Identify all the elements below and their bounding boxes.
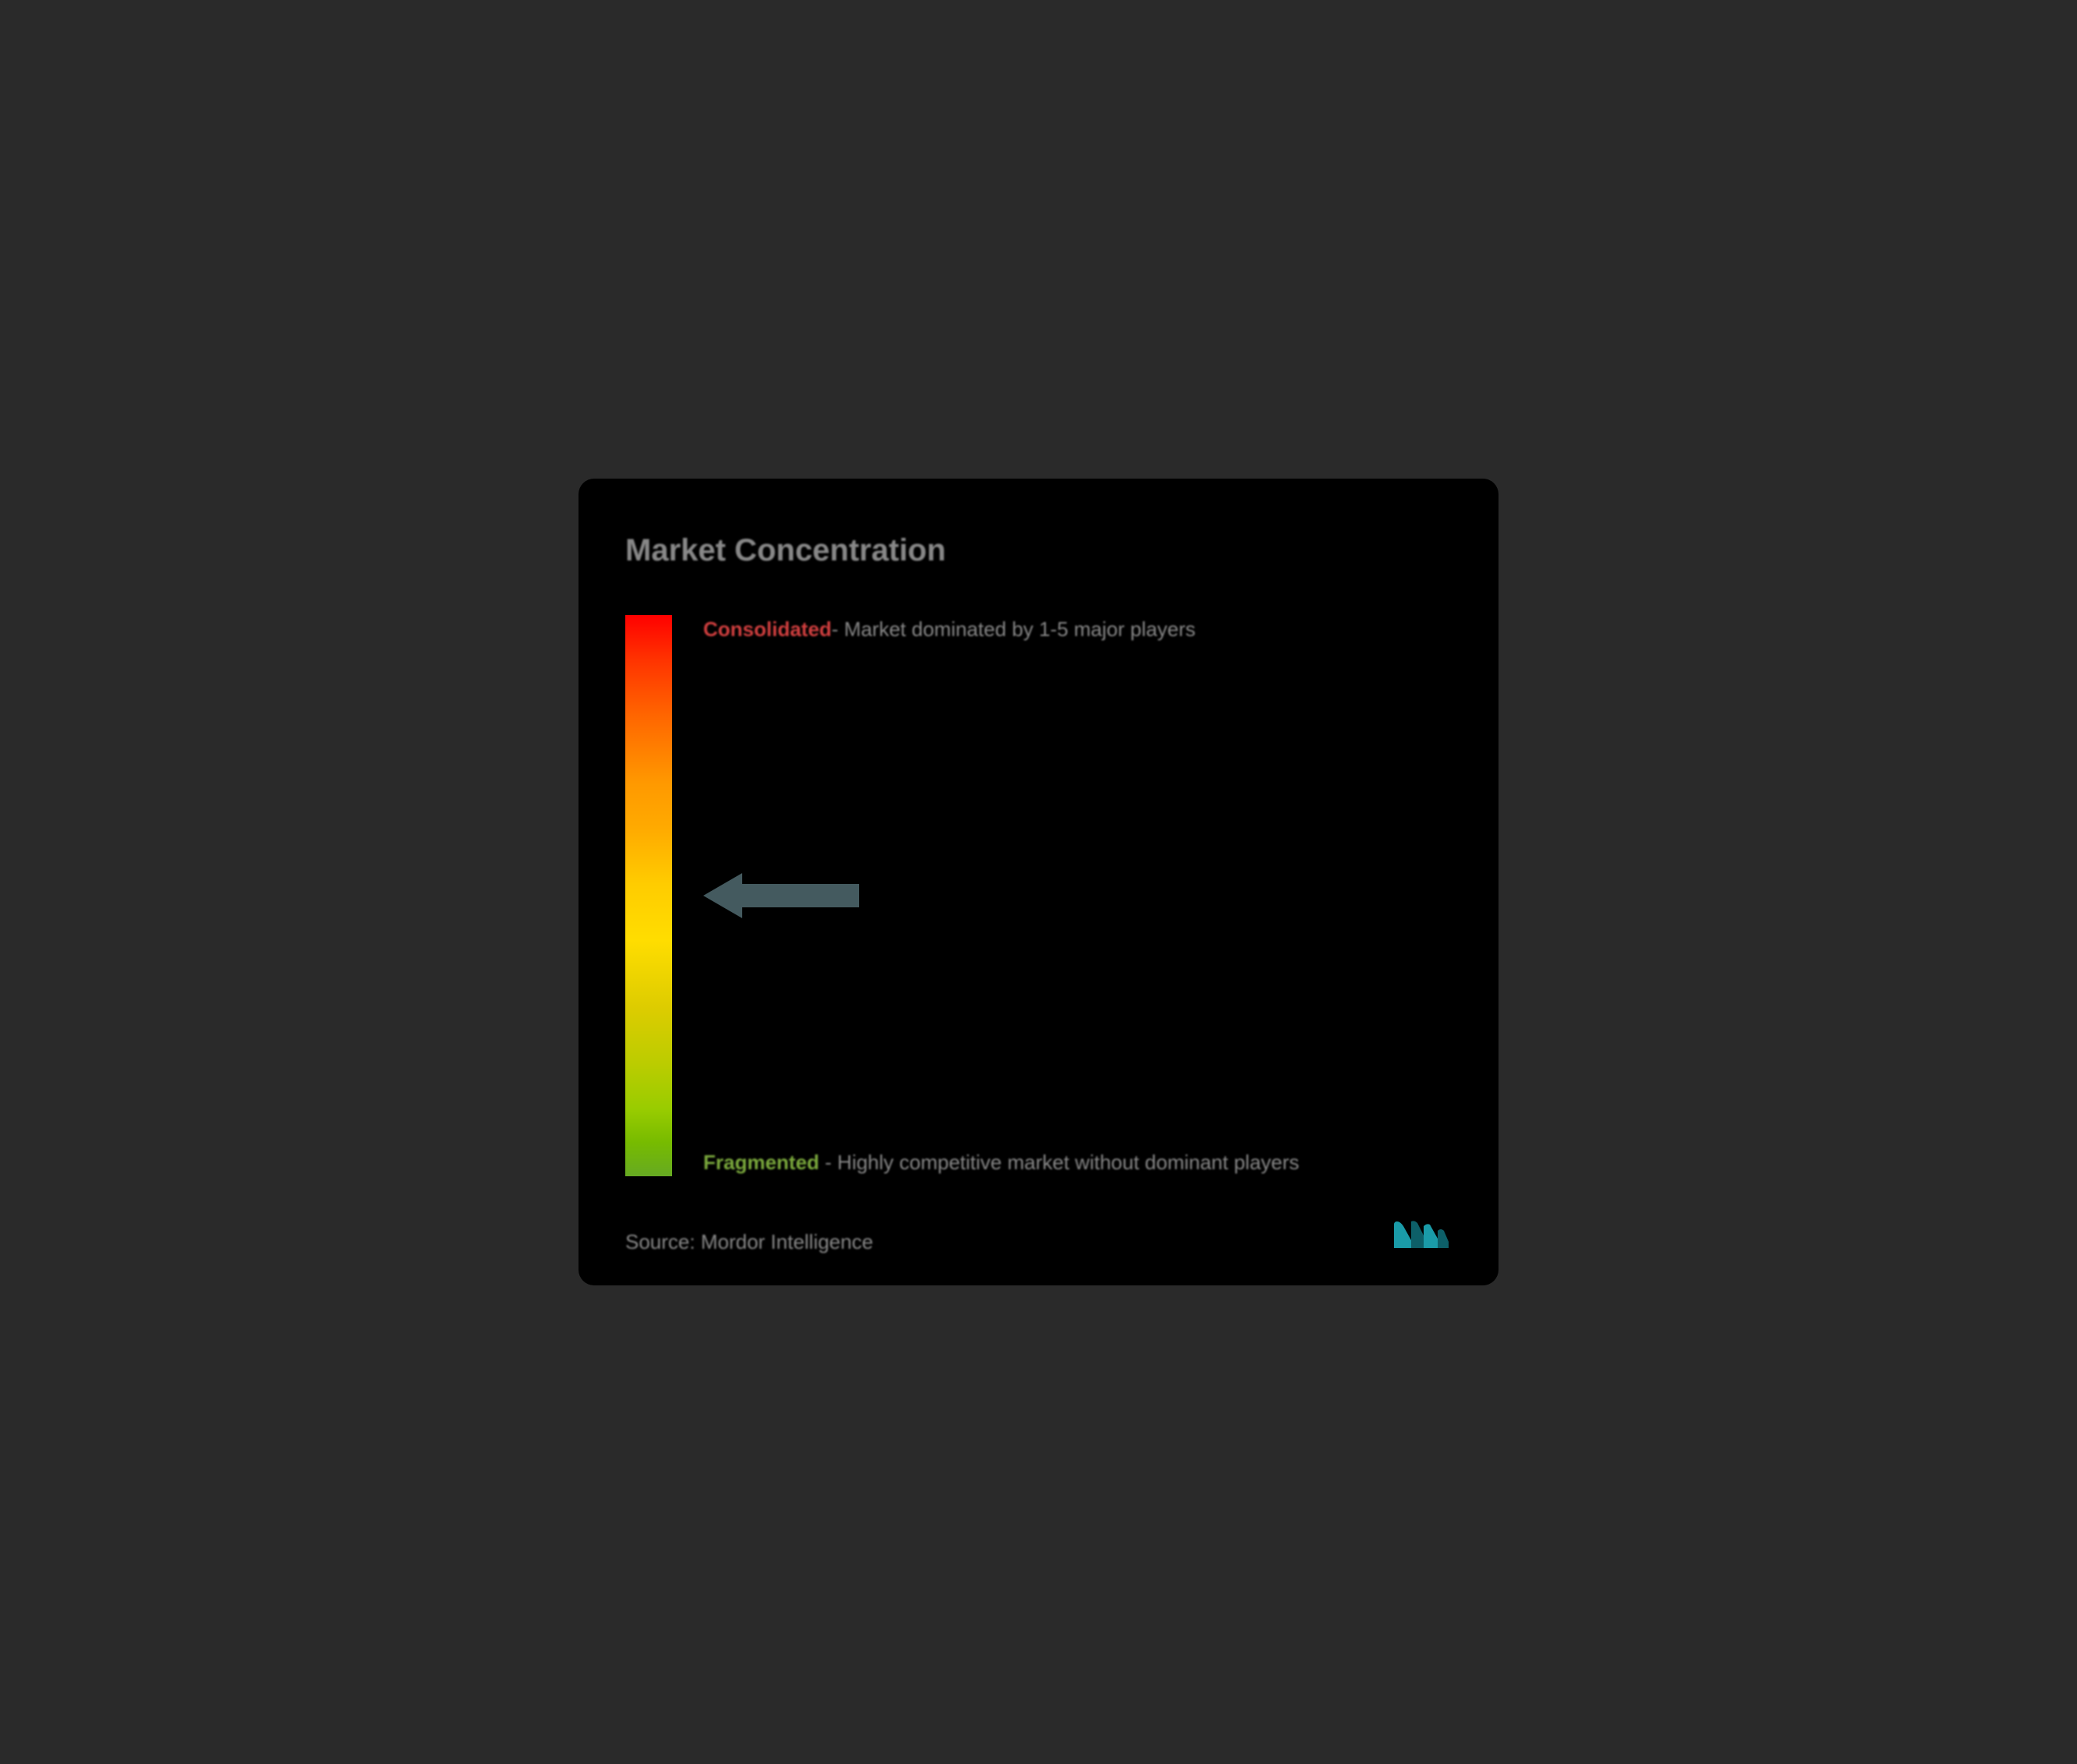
fragmented-key: Fragmented [703,1151,819,1174]
consolidated-key: Consolidated [703,617,832,641]
source-text: Source: Mordor Intelligence [625,1230,873,1254]
card-footer: Source: Mordor Intelligence [625,1215,1452,1254]
labels-container: Consolidated- Market dominated by 1-5 ma… [703,615,1452,1176]
brand-logo [1389,1215,1452,1254]
card-content: Consolidated- Market dominated by 1-5 ma… [625,615,1452,1176]
consolidated-label-row: Consolidated- Market dominated by 1-5 ma… [703,615,1452,643]
fragmented-sep: - [819,1151,837,1174]
fragmented-desc: Highly competitive market without domina… [837,1151,1299,1174]
consolidated-sep: - [832,617,844,641]
logo-icon [1389,1215,1452,1254]
card-title: Market Concentration [625,533,1452,568]
consolidated-desc: Market dominated by 1-5 major players [844,617,1196,641]
position-arrow-icon [703,873,859,918]
market-concentration-card: Market Concentration Consolidated- Marke… [579,479,1498,1285]
marker-row [703,873,1452,918]
concentration-gradient-bar [625,615,672,1176]
fragmented-label-row: Fragmented - Highly competitive market w… [703,1148,1452,1176]
